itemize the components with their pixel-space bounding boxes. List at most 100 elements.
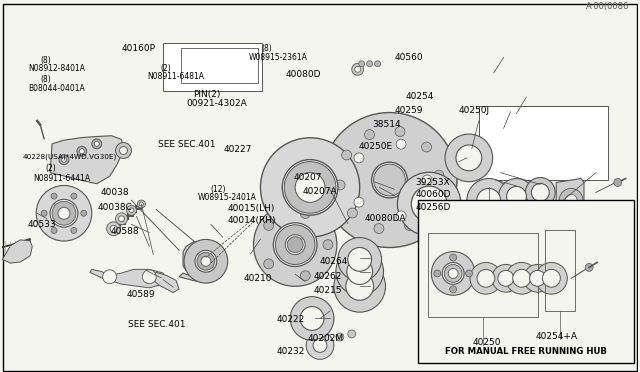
Circle shape xyxy=(450,286,457,293)
Text: 40232: 40232 xyxy=(277,347,305,356)
Text: 40259: 40259 xyxy=(395,106,424,115)
Circle shape xyxy=(445,134,493,182)
Circle shape xyxy=(50,199,78,227)
Circle shape xyxy=(334,260,385,312)
Circle shape xyxy=(374,164,405,196)
Text: (2): (2) xyxy=(160,64,171,73)
Bar xyxy=(163,44,262,92)
Text: (8): (8) xyxy=(262,45,272,54)
Circle shape xyxy=(58,207,70,219)
Polygon shape xyxy=(556,179,584,222)
Circle shape xyxy=(81,210,87,216)
Circle shape xyxy=(127,205,136,215)
Ellipse shape xyxy=(499,191,534,202)
Circle shape xyxy=(300,307,324,330)
Circle shape xyxy=(346,272,374,300)
Circle shape xyxy=(290,296,334,340)
Circle shape xyxy=(559,189,583,212)
Bar xyxy=(181,48,259,83)
Circle shape xyxy=(465,270,472,277)
Text: 40250E: 40250E xyxy=(358,142,392,151)
Circle shape xyxy=(348,208,357,218)
Text: (8): (8) xyxy=(40,55,51,65)
Text: 40250J: 40250J xyxy=(458,106,490,115)
Circle shape xyxy=(442,263,464,284)
Text: SEE SEC.401: SEE SEC.401 xyxy=(158,141,216,150)
Circle shape xyxy=(336,333,344,341)
Circle shape xyxy=(287,237,303,253)
Text: (2): (2) xyxy=(45,164,56,173)
Text: SEE SEC.401: SEE SEC.401 xyxy=(128,320,186,328)
Circle shape xyxy=(201,256,211,266)
Circle shape xyxy=(120,147,127,154)
Text: 40160P: 40160P xyxy=(122,45,156,54)
Text: 40256D: 40256D xyxy=(415,203,451,212)
Circle shape xyxy=(51,227,57,233)
Text: 40038C: 40038C xyxy=(98,203,132,212)
Circle shape xyxy=(110,225,117,232)
Circle shape xyxy=(431,251,475,295)
Text: 40202M: 40202M xyxy=(307,334,344,343)
Circle shape xyxy=(273,223,317,266)
Circle shape xyxy=(140,202,143,206)
Circle shape xyxy=(525,177,555,207)
Circle shape xyxy=(184,240,228,283)
Circle shape xyxy=(77,146,87,156)
Circle shape xyxy=(323,240,333,250)
Circle shape xyxy=(614,179,621,186)
Text: 40222: 40222 xyxy=(277,315,305,324)
Circle shape xyxy=(260,138,360,237)
Circle shape xyxy=(347,259,372,285)
Circle shape xyxy=(338,238,381,281)
Circle shape xyxy=(422,175,432,185)
Text: 40560: 40560 xyxy=(395,53,424,62)
Circle shape xyxy=(197,252,215,270)
Circle shape xyxy=(116,142,131,158)
Text: 40262: 40262 xyxy=(314,272,342,280)
Circle shape xyxy=(365,130,374,140)
Circle shape xyxy=(342,150,351,160)
Bar xyxy=(428,233,538,317)
Circle shape xyxy=(71,193,77,199)
Ellipse shape xyxy=(467,193,511,207)
Circle shape xyxy=(116,213,127,225)
Circle shape xyxy=(412,186,447,222)
Circle shape xyxy=(529,270,545,286)
Circle shape xyxy=(295,173,325,202)
Ellipse shape xyxy=(506,274,538,282)
Bar xyxy=(479,106,608,180)
Circle shape xyxy=(565,195,577,206)
Circle shape xyxy=(129,208,134,213)
Circle shape xyxy=(372,162,407,198)
Circle shape xyxy=(354,197,364,207)
Circle shape xyxy=(300,209,310,218)
Circle shape xyxy=(59,155,69,165)
Text: 40533: 40533 xyxy=(28,220,56,229)
Circle shape xyxy=(524,264,552,292)
Circle shape xyxy=(354,153,364,163)
Polygon shape xyxy=(149,272,179,293)
Ellipse shape xyxy=(306,341,334,349)
Circle shape xyxy=(118,216,125,222)
Circle shape xyxy=(355,66,361,72)
Text: 40588: 40588 xyxy=(111,227,139,236)
Circle shape xyxy=(448,269,458,278)
Circle shape xyxy=(404,221,414,230)
Circle shape xyxy=(52,201,76,225)
Text: 40228(USA)*4WD.VG30E): 40228(USA)*4WD.VG30E) xyxy=(23,154,117,160)
Circle shape xyxy=(335,180,345,190)
Circle shape xyxy=(450,254,457,261)
Text: 40254+A: 40254+A xyxy=(536,333,577,341)
Circle shape xyxy=(477,269,495,287)
Circle shape xyxy=(51,193,57,199)
Circle shape xyxy=(195,250,217,272)
Circle shape xyxy=(253,203,337,286)
Text: 39253X: 39253X xyxy=(415,179,450,187)
Circle shape xyxy=(367,61,372,67)
Circle shape xyxy=(348,247,372,271)
Circle shape xyxy=(536,262,567,294)
Circle shape xyxy=(348,330,356,338)
Text: 40015(LH): 40015(LH) xyxy=(228,204,275,213)
Text: N08911-6481A: N08911-6481A xyxy=(147,72,204,81)
Ellipse shape xyxy=(536,274,567,282)
